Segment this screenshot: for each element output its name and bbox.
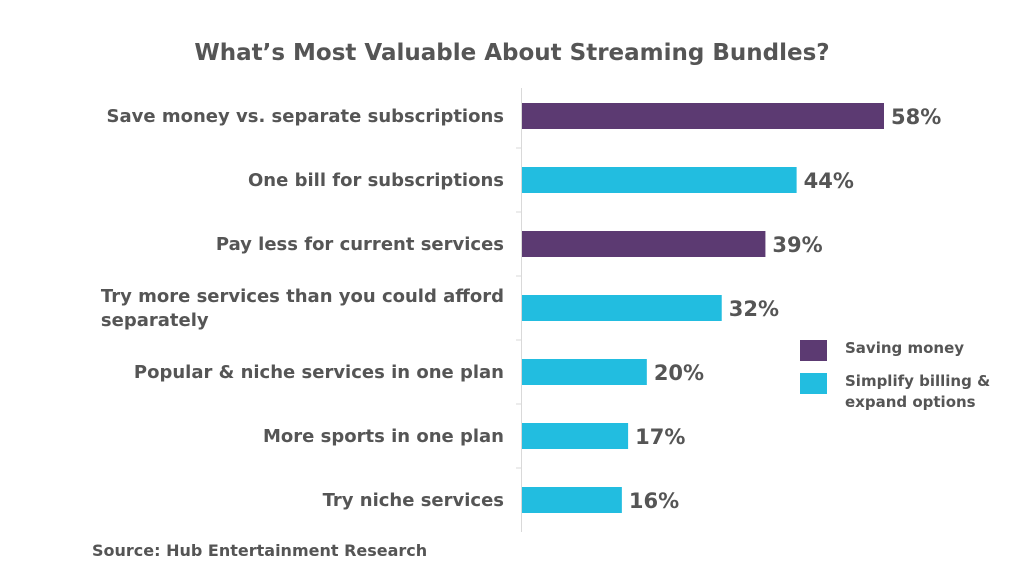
- category-label-3-line-0: Try more services than you could afford: [101, 286, 504, 307]
- value-label-1: 44%: [804, 169, 854, 193]
- category-label-5: More sports in one plan: [263, 426, 504, 447]
- value-label-0: 58%: [891, 105, 941, 129]
- value-label-6: 16%: [629, 489, 679, 513]
- bar-4: [522, 359, 647, 385]
- chart-title: What’s Most Valuable About Streaming Bun…: [194, 40, 830, 66]
- category-label-0: Save money vs. separate subscriptions: [107, 106, 504, 127]
- bar-3: [522, 295, 722, 321]
- legend-label-simplify: Simplify billing & expand options: [845, 372, 991, 411]
- value-label-3: 32%: [729, 297, 779, 321]
- source-note: Source: Hub Entertainment Research: [92, 541, 428, 560]
- bar-2: [522, 231, 766, 257]
- value-label-5: 17%: [635, 425, 685, 449]
- category-label-3-line-1: separately: [101, 310, 209, 331]
- bar-0: [522, 103, 884, 129]
- bar-5: [522, 423, 629, 449]
- category-label-1: One bill for subscriptions: [248, 170, 504, 191]
- bar-1: [522, 167, 797, 193]
- legend-label-saving-money: Saving money: [845, 339, 965, 357]
- category-label-2: Pay less for current services: [216, 234, 504, 255]
- legend-item-simplify: Simplify billing & expand options: [800, 371, 1020, 413]
- legend: Saving money Simplify billing & expand o…: [800, 338, 1020, 423]
- legend-swatch-simplify: [800, 373, 827, 394]
- category-label-4: Popular & niche services in one plan: [134, 362, 504, 383]
- bar-6: [522, 487, 622, 513]
- value-label-2: 39%: [772, 233, 822, 257]
- legend-item-saving-money: Saving money: [800, 338, 1020, 361]
- legend-swatch-saving-money: [800, 340, 827, 361]
- category-label-6: Try niche services: [323, 490, 504, 511]
- value-label-4: 20%: [654, 361, 704, 385]
